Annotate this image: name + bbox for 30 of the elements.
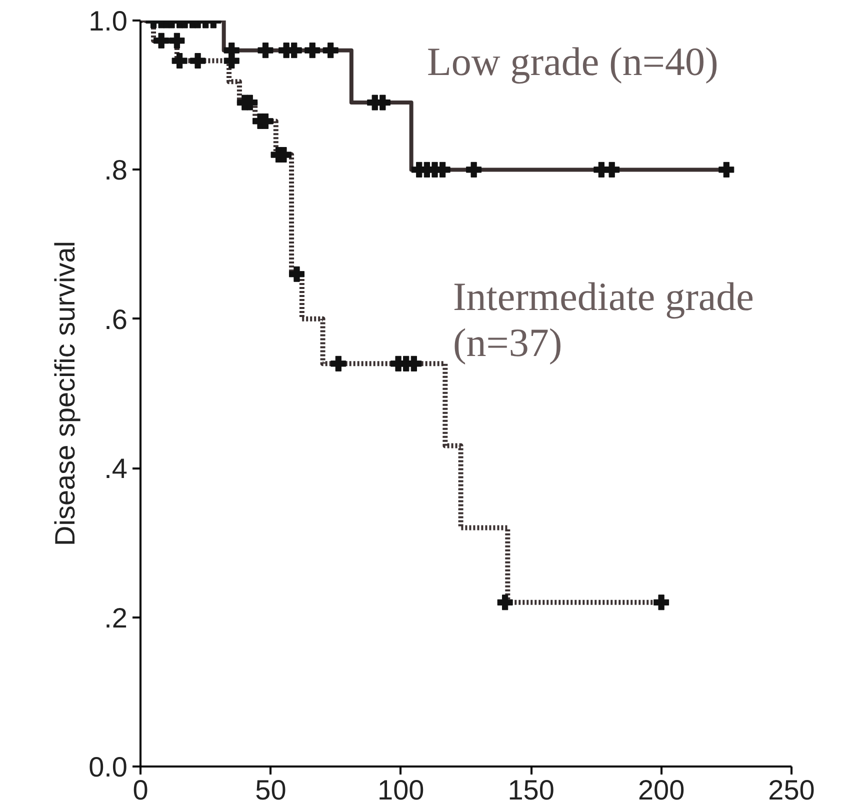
y-tick-label: 1.0 xyxy=(88,6,128,36)
point xyxy=(169,32,185,48)
series-label: Intermediate grade (n=37) xyxy=(452,274,754,366)
x-tick-label: 100 xyxy=(378,774,424,802)
point xyxy=(497,594,513,610)
point xyxy=(718,162,734,178)
point xyxy=(154,32,170,48)
point xyxy=(466,162,482,178)
y-tick-label: 0.0 xyxy=(88,752,128,782)
x-tick-label: 50 xyxy=(255,774,286,802)
x-tick-label: 200 xyxy=(638,774,685,802)
y-tick-label: .4 xyxy=(104,453,128,484)
series-label: Low grade (n=40) xyxy=(426,39,718,84)
y-tick-label: .8 xyxy=(104,154,128,186)
point xyxy=(330,356,346,372)
point xyxy=(224,53,240,69)
point xyxy=(604,162,620,178)
point xyxy=(190,53,206,69)
y-tick-label: .2 xyxy=(104,602,128,634)
x-tick-label: 0 xyxy=(132,774,148,802)
point xyxy=(258,42,274,58)
x-tick-label: 250 xyxy=(768,774,815,802)
point xyxy=(322,42,338,58)
point xyxy=(654,594,670,610)
x-tick-label: 150 xyxy=(508,774,554,802)
y-axis-title: Disease specific survival xyxy=(50,240,81,546)
point xyxy=(288,266,304,282)
point xyxy=(172,53,188,69)
point xyxy=(304,42,320,58)
y-tick-label: .6 xyxy=(104,304,128,335)
